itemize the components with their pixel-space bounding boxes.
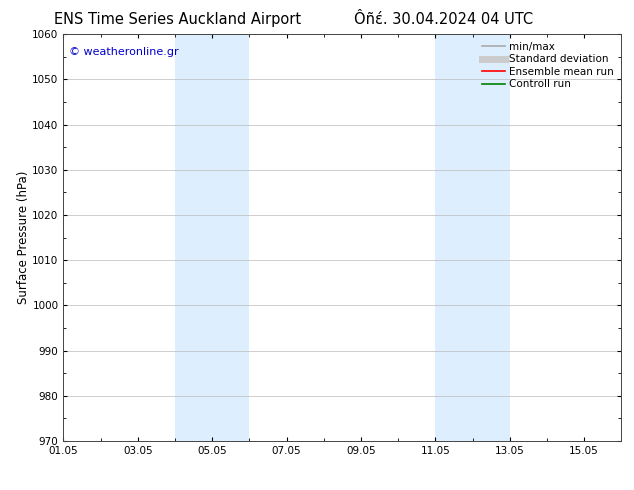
Text: © weatheronline.gr: © weatheronline.gr	[69, 47, 179, 56]
Y-axis label: Surface Pressure (hPa): Surface Pressure (hPa)	[16, 171, 30, 304]
Bar	[436, 34, 510, 441]
Bar	[175, 34, 249, 441]
Text: ENS Time Series Auckland Airport: ENS Time Series Auckland Airport	[54, 12, 301, 27]
Legend: min/max, Standard deviation, Ensemble mean run, Controll run: min/max, Standard deviation, Ensemble me…	[478, 37, 618, 94]
Text: Ôñέ. 30.04.2024 04 UTC: Ôñέ. 30.04.2024 04 UTC	[354, 12, 533, 27]
